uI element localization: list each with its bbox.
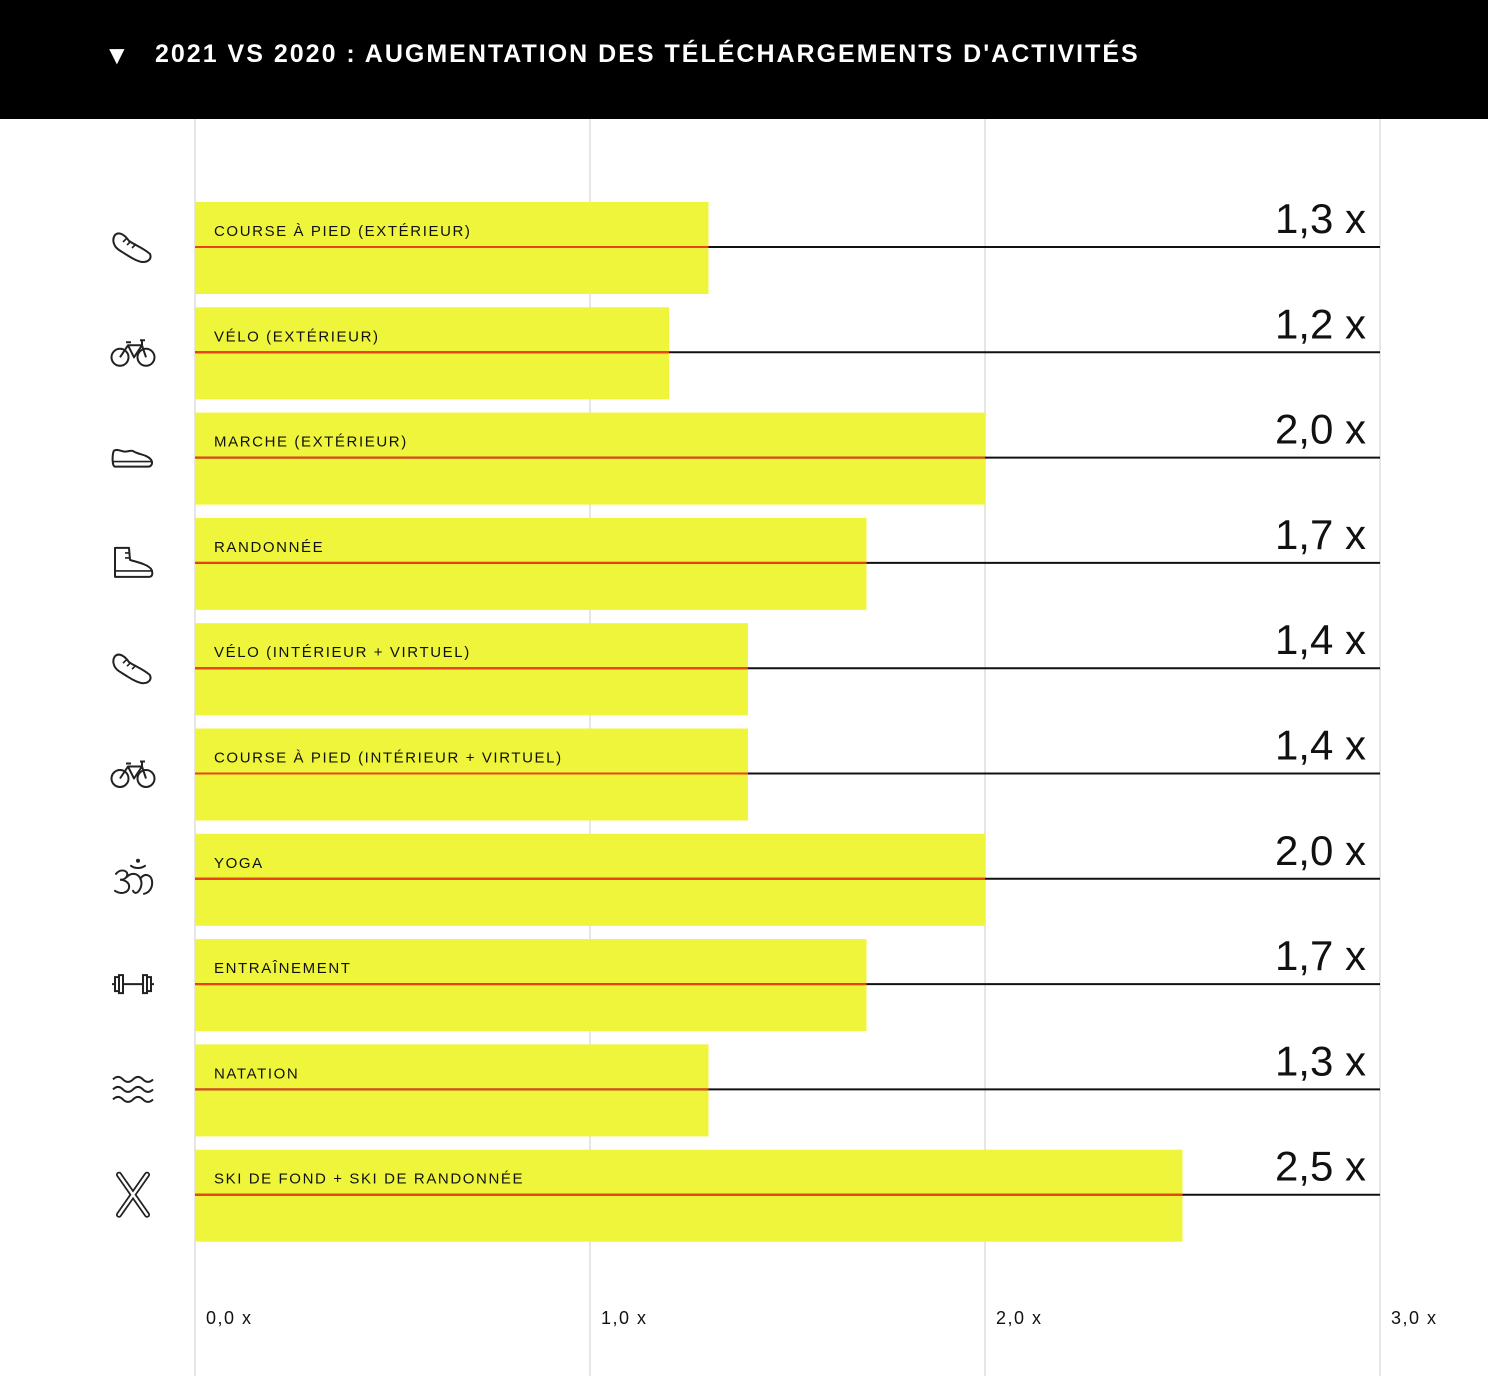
- bar-value-label: 1,3 x: [1275, 195, 1366, 242]
- x-tick-label: 2,0 x: [996, 1308, 1043, 1328]
- running-shoe-icon: [112, 232, 152, 263]
- x-tick-label: 1,0 x: [601, 1308, 648, 1328]
- bar-value-label: 2,0 x: [1275, 827, 1366, 874]
- bar-row: RANDONNÉE 1,7 x: [114, 511, 1380, 610]
- bar-value-label: 2,5 x: [1275, 1143, 1366, 1190]
- chart-header: ▼ 2021 VS 2020 : AUGMENTATION DES TÉLÉCH…: [0, 0, 1488, 119]
- bar-row: NATATION 1,3 x: [112, 1037, 1380, 1137]
- bar-row: COURSE À PIED (EXTÉRIEUR) 1,3 x: [112, 195, 1380, 294]
- dumbbell-icon: [112, 974, 154, 995]
- bar-row: COURSE À PIED (INTÉRIEUR + VIRTUEL) 1,4 x: [110, 722, 1380, 821]
- bar-category-label: MARCHE (EXTÉRIEUR): [214, 434, 408, 451]
- bar-chart: COURSE À PIED (EXTÉRIEUR) 1,3 x VÉLO (EXTÉ…: [110, 119, 1438, 1376]
- bar-row: VÉLO (EXTÉRIEUR) 1,2 x: [110, 300, 1380, 400]
- chart-title: 2021 VS 2020 : AUGMENTATION DES TÉLÉCHAR…: [155, 40, 1140, 68]
- collapse-triangle-icon[interactable]: ▼: [104, 40, 130, 70]
- bar-row: ENTRAÎNEMENT 1,7 x: [112, 932, 1380, 1032]
- bar-category-label: SKI DE FOND + SKI DE RANDONNÉE: [214, 1171, 524, 1188]
- bar-row: MARCHE (EXTÉRIEUR) 2,0 x: [111, 406, 1380, 505]
- bar-value-label: 1,2 x: [1275, 300, 1366, 347]
- x-tick-label: 0,0 x: [206, 1308, 253, 1328]
- om-icon: [114, 858, 154, 895]
- bar-value-label: 1,7 x: [1275, 932, 1366, 979]
- x-tick-label: 3,0 x: [1391, 1308, 1438, 1328]
- bar-category-label: COURSE À PIED (INTÉRIEUR + VIRTUEL): [214, 750, 563, 767]
- bar-value-label: 1,4 x: [1275, 616, 1366, 663]
- walking-shoe-icon: [111, 448, 153, 468]
- bar: [195, 517, 867, 610]
- running-shoe-icon: [112, 653, 152, 685]
- waves-icon: [112, 1075, 154, 1103]
- bar-category-label: RANDONNÉE: [214, 539, 324, 556]
- bar-row: VÉLO (INTÉRIEUR + VIRTUEL) 1,4 x: [112, 616, 1380, 716]
- hiking-boot-icon: [114, 546, 154, 578]
- bar-value-label: 1,3 x: [1275, 1037, 1366, 1084]
- bar-row: YOGA 2,0 x: [114, 827, 1380, 926]
- crossed-skis-icon: [116, 1171, 150, 1218]
- bar-value-label: 1,7 x: [1275, 511, 1366, 558]
- bicycle-icon: [110, 760, 156, 788]
- bar-category-label: YOGA: [214, 855, 264, 872]
- bar-value-label: 1,4 x: [1275, 722, 1366, 769]
- bar-category-label: VÉLO (EXTÉRIEUR): [214, 328, 380, 345]
- bicycle-icon: [110, 339, 156, 367]
- bar-row: SKI DE FOND + SKI DE RANDONNÉE 2,5 x: [116, 1143, 1380, 1242]
- bar-category-label: COURSE À PIED (EXTÉRIEUR): [214, 223, 472, 240]
- bar-value-label: 2,0 x: [1275, 406, 1366, 453]
- bar-category-label: VÉLO (INTÉRIEUR + VIRTUEL): [214, 644, 471, 661]
- bar-category-label: NATATION: [214, 1065, 299, 1082]
- bar-category-label: ENTRAÎNEMENT: [214, 960, 352, 977]
